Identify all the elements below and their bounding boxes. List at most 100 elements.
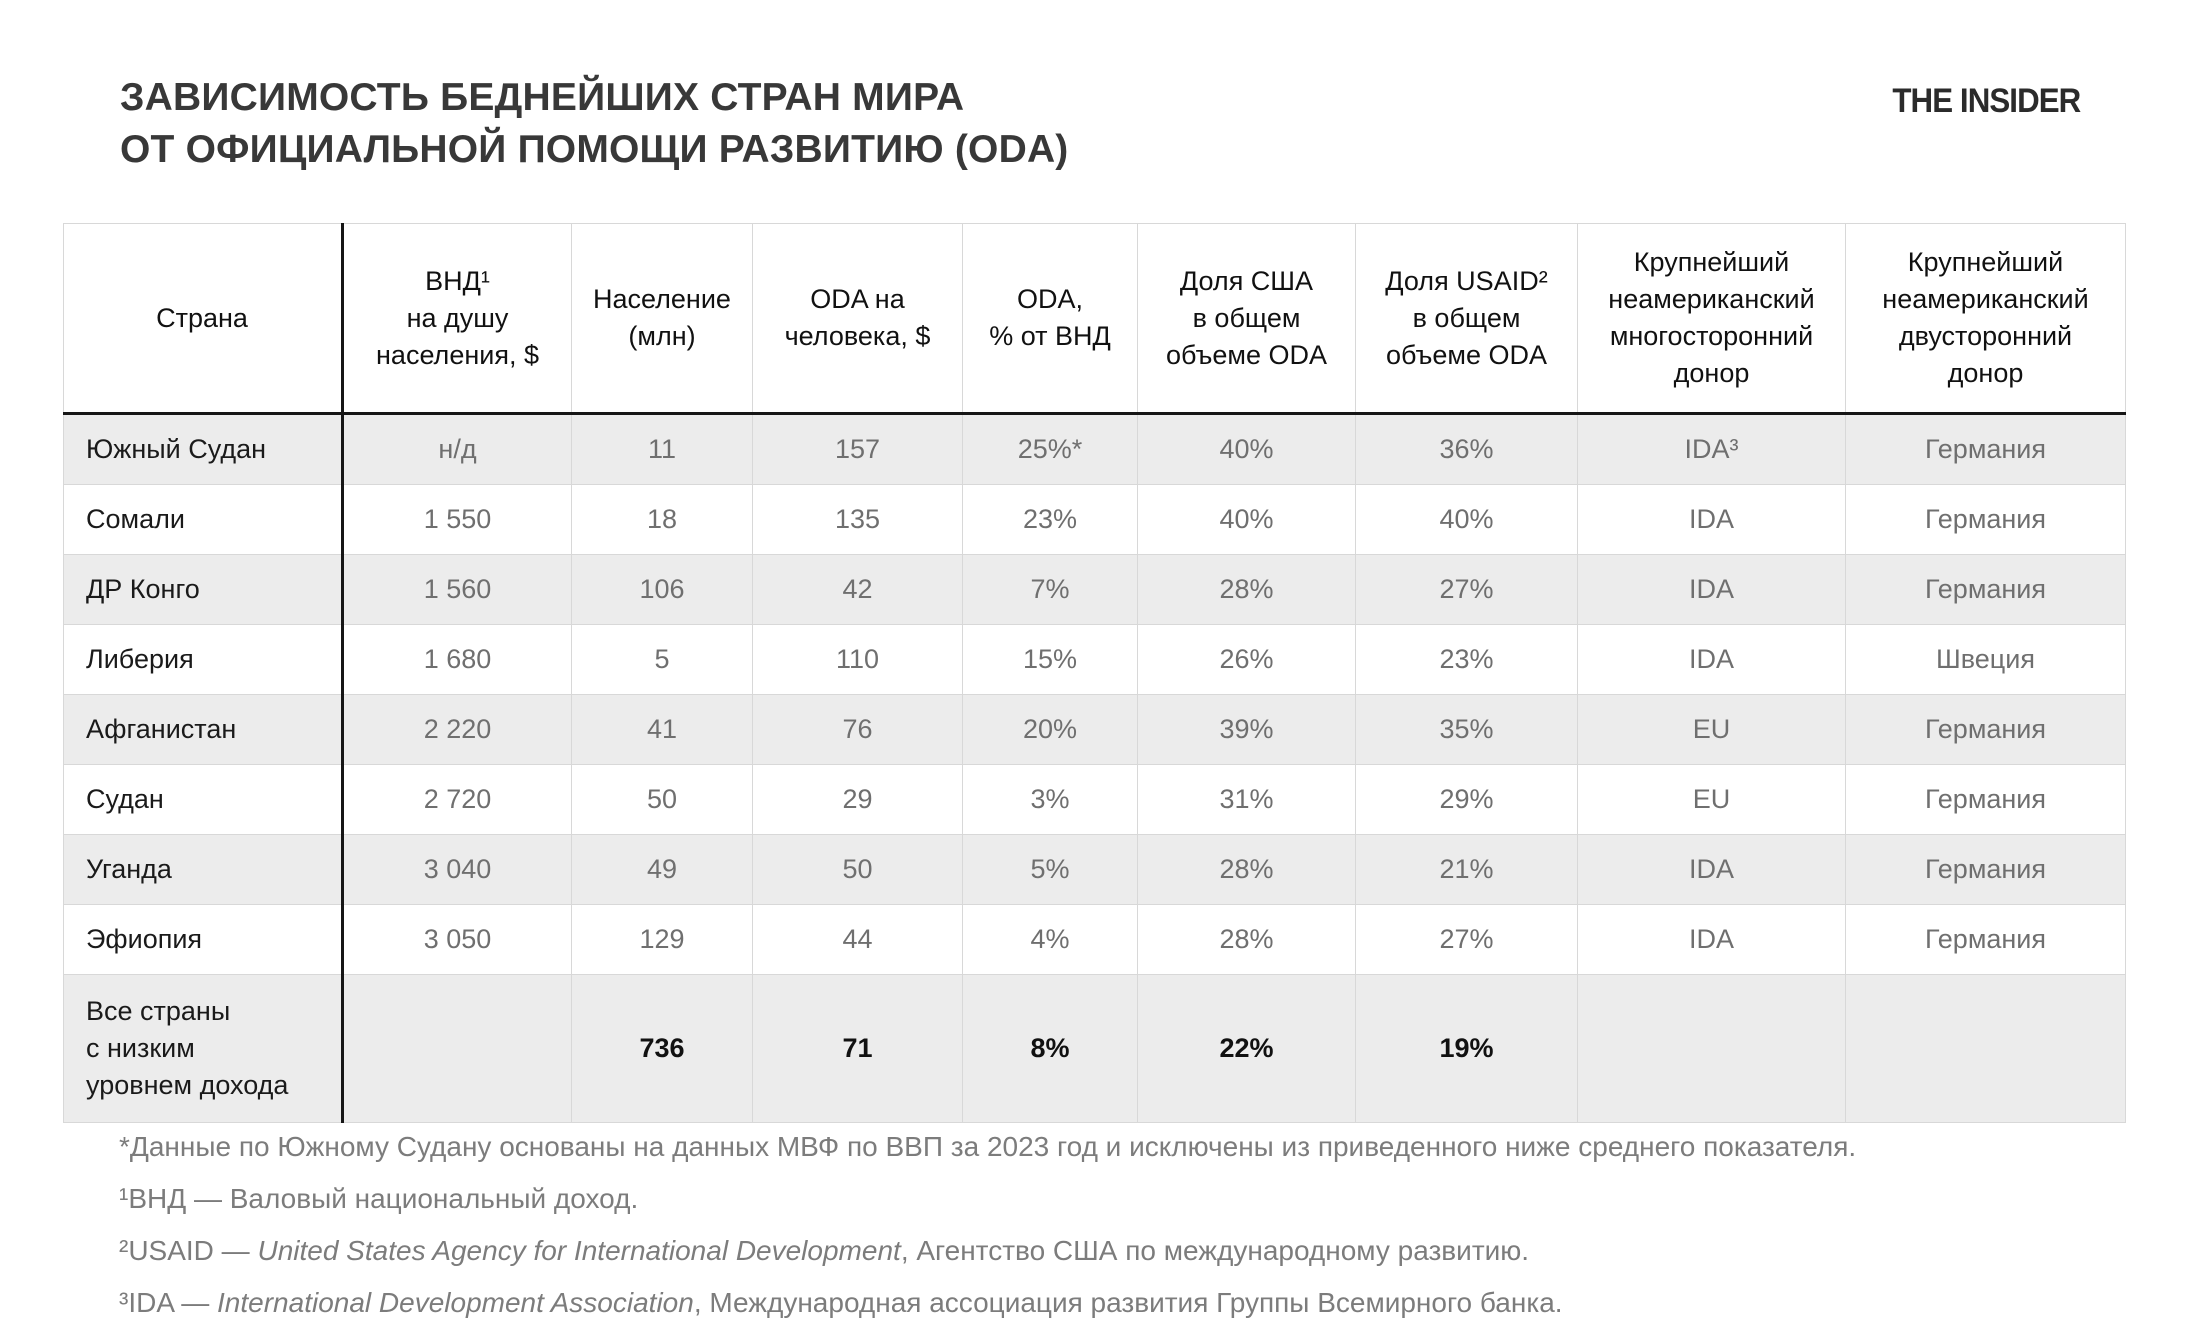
brand-logo: THE INSIDER: [1891, 82, 2081, 120]
value-cell: 23%: [962, 484, 1138, 555]
header-cell-bilateral-donor: Крупнейший неамериканский двусторонний д…: [1845, 223, 2126, 415]
value-cell: 11: [571, 413, 753, 485]
value-cell: 5: [571, 624, 753, 695]
value-cell: 50: [571, 764, 753, 835]
value-cell: 71: [752, 974, 963, 1123]
footnote-south-sudan: *Данные по Южному Судану основаны на дан…: [119, 1130, 1856, 1163]
value-cell: 21%: [1355, 834, 1578, 905]
value-cell: 23%: [1355, 624, 1578, 695]
value-cell: 8%: [962, 974, 1138, 1123]
value-cell: 19%: [1355, 974, 1578, 1123]
value-cell: 7%: [962, 554, 1138, 625]
value-cell: 3 040: [342, 834, 572, 905]
table-row: Уганда 3 040 49 50 5% 28% 21% IDA Герман…: [63, 834, 2126, 905]
value-cell: EU: [1577, 694, 1846, 765]
value-cell: 26%: [1137, 624, 1356, 695]
value-cell: 3 050: [342, 904, 572, 975]
value-cell: 129: [571, 904, 753, 975]
value-cell: IDA: [1577, 834, 1846, 905]
value-cell: Германия: [1845, 413, 2126, 485]
value-cell: 2 720: [342, 764, 572, 835]
value-cell: 44: [752, 904, 963, 975]
value-cell: 5%: [962, 834, 1138, 905]
table-row: Сомали 1 550 18 135 23% 40% 40% IDA Герм…: [63, 484, 2126, 555]
value-cell: 25%*: [962, 413, 1138, 485]
value-cell: IDA: [1577, 484, 1846, 555]
value-cell: 157: [752, 413, 963, 485]
value-cell: [342, 974, 572, 1123]
oda-dependency-table: Страна ВНД¹ на душу населения, $ Населен…: [63, 223, 2126, 1123]
value-cell: 1 680: [342, 624, 572, 695]
value-cell: IDA: [1577, 904, 1846, 975]
table-row: Южный Судан н/д 11 157 25%* 40% 36% IDA³…: [63, 413, 2126, 485]
country-cell: Сомали: [63, 484, 344, 555]
footnote-text-italic: International Development Association: [217, 1287, 694, 1318]
country-cell: Все страны с низким уровнем дохода: [63, 974, 344, 1123]
table-row: Либерия 1 680 5 110 15% 26% 23% IDA Швец…: [63, 624, 2126, 695]
header-row: Страна ВНД¹ на душу населения, $ Населен…: [63, 223, 2126, 415]
value-cell: IDA³: [1577, 413, 1846, 485]
footnote-text: ³IDA —: [119, 1287, 218, 1318]
country-cell: Южный Судан: [63, 413, 344, 485]
footnote-text: *Данные по Южному Судану основаны на дан…: [119, 1131, 1857, 1162]
value-cell: 40%: [1137, 413, 1356, 485]
header-cell-country: Страна: [63, 223, 344, 415]
value-cell: 42: [752, 554, 963, 625]
value-cell: IDA: [1577, 624, 1846, 695]
value-cell: 41: [571, 694, 753, 765]
value-cell: 22%: [1137, 974, 1356, 1123]
value-cell: 29%: [1355, 764, 1578, 835]
value-cell: 49: [571, 834, 753, 905]
page-title-line1: ЗАВИСИМОСТЬ БЕДНЕЙШИХ СТРАН МИРА: [120, 76, 965, 119]
value-cell: 15%: [962, 624, 1138, 695]
value-cell: 35%: [1355, 694, 1578, 765]
footnote-gni: ¹ВНД — Валовый национальный доход.: [119, 1182, 1856, 1215]
value-cell: [1845, 974, 2126, 1123]
value-cell: Германия: [1845, 554, 2126, 625]
footnotes: *Данные по Южному Судану основаны на дан…: [119, 1130, 1856, 1332]
value-cell: 3%: [962, 764, 1138, 835]
value-cell: 1 550: [342, 484, 572, 555]
value-cell: Германия: [1845, 834, 2126, 905]
value-cell: 20%: [962, 694, 1138, 765]
value-cell: [1577, 974, 1846, 1123]
table-row: Судан 2 720 50 29 3% 31% 29% EU Германия: [63, 764, 2126, 835]
header-cell-us-share: Доля США в общем объеме ODA: [1137, 223, 1356, 415]
country-cell: ДР Конго: [63, 554, 344, 625]
value-cell: IDA: [1577, 554, 1846, 625]
value-cell: 106: [571, 554, 753, 625]
value-cell: 40%: [1355, 484, 1578, 555]
value-cell: Германия: [1845, 694, 2126, 765]
value-cell: EU: [1577, 764, 1846, 835]
value-cell: 50: [752, 834, 963, 905]
value-cell: 28%: [1137, 834, 1356, 905]
value-cell: 76: [752, 694, 963, 765]
header-cell-multilateral-donor: Крупнейший неамериканский многосторонний…: [1577, 223, 1846, 415]
value-cell: Швеция: [1845, 624, 2126, 695]
header-cell-gni: ВНД¹ на душу населения, $: [342, 223, 572, 415]
header-cell-population: Население (млн): [571, 223, 753, 415]
footnote-text: , Агентство США по международному развит…: [900, 1235, 1530, 1266]
page-title-line2: ОТ ОФИЦИАЛЬНОЙ ПОМОЩИ РАЗВИТИЮ (ODA): [120, 128, 1069, 171]
footnote-text: , Международная ассоциация развития Груп…: [693, 1287, 1563, 1318]
value-cell: 736: [571, 974, 753, 1123]
value-cell: 4%: [962, 904, 1138, 975]
country-cell: Афганистан: [63, 694, 344, 765]
value-cell: 40%: [1137, 484, 1356, 555]
header-cell-oda-per-capita: ODA на человека, $: [752, 223, 963, 415]
value-cell: 36%: [1355, 413, 1578, 485]
value-cell: 29: [752, 764, 963, 835]
footnote-text: ²USAID —: [119, 1235, 258, 1266]
table-row: Эфиопия 3 050 129 44 4% 28% 27% IDA Герм…: [63, 904, 2126, 975]
country-cell: Эфиопия: [63, 904, 344, 975]
country-cell: Судан: [63, 764, 344, 835]
table-row: ДР Конго 1 560 106 42 7% 28% 27% IDA Гер…: [63, 554, 2126, 625]
value-cell: 39%: [1137, 694, 1356, 765]
value-cell: Германия: [1845, 484, 2126, 555]
table-row: Афганистан 2 220 41 76 20% 39% 35% EU Ге…: [63, 694, 2126, 765]
value-cell: Германия: [1845, 764, 2126, 835]
value-cell: н/д: [342, 413, 572, 485]
summary-row: Все страны с низким уровнем дохода 736 7…: [63, 974, 2126, 1123]
country-cell: Уганда: [63, 834, 344, 905]
